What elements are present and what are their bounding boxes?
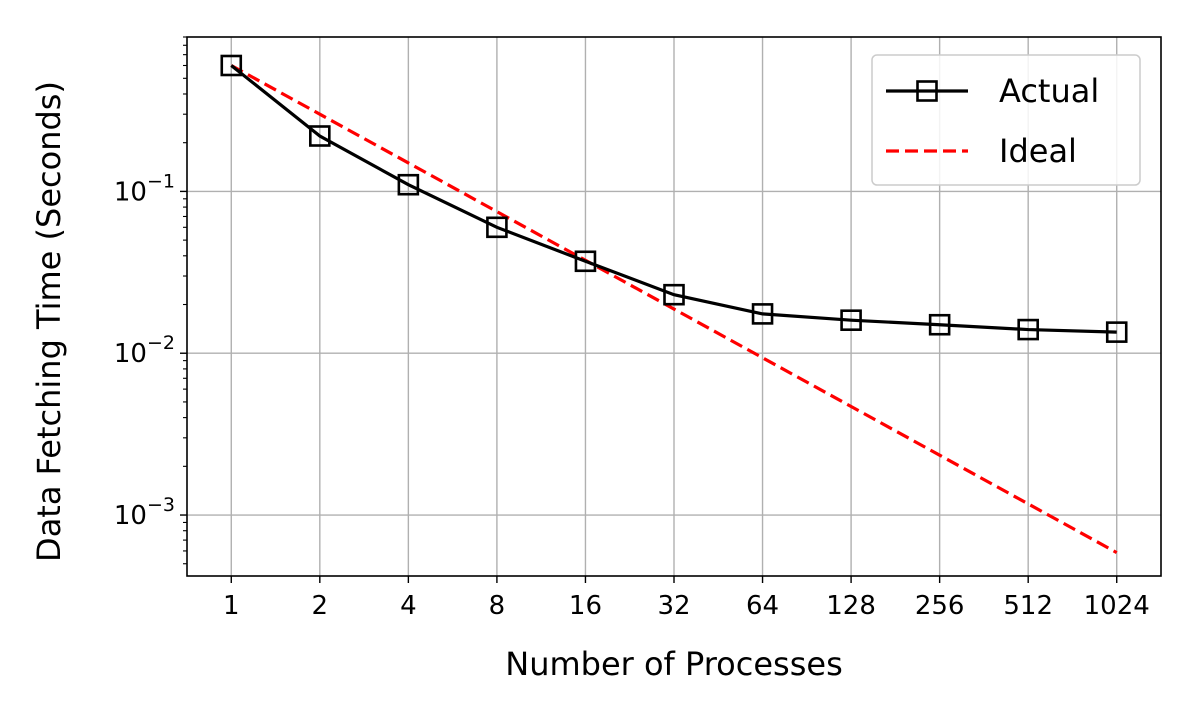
y-tick-exponent: −2 bbox=[147, 332, 175, 354]
series-actual-marker bbox=[486, 216, 508, 239]
series-actual-marker bbox=[397, 173, 420, 196]
y-tick-base: 10 bbox=[114, 339, 147, 369]
series-actual-marker bbox=[928, 313, 951, 336]
legend-box bbox=[871, 54, 1141, 186]
x-tick-label: 4 bbox=[400, 591, 417, 621]
series-actual-marker bbox=[840, 309, 862, 331]
series-actual-marker bbox=[751, 303, 774, 325]
x-tick-label: 1 bbox=[223, 591, 240, 621]
series-actual-marker bbox=[574, 250, 597, 273]
series-actual-line bbox=[230, 64, 1117, 334]
series-actual-marker bbox=[663, 283, 685, 306]
x-tick-label: 32 bbox=[657, 591, 690, 621]
x-tick-label: 512 bbox=[1003, 591, 1053, 621]
y-tick-label: 10−3 bbox=[114, 494, 175, 531]
x-tick-label: 8 bbox=[489, 591, 506, 621]
legend-ideal-label: Ideal bbox=[999, 132, 1077, 170]
x-tick-label: 128 bbox=[826, 591, 876, 621]
y-tick-exponent: −1 bbox=[147, 170, 175, 192]
x-tick-label: 256 bbox=[915, 591, 965, 621]
series-actual-marker bbox=[1017, 318, 1039, 341]
legend-actual-label: Actual bbox=[999, 72, 1099, 110]
plot-series bbox=[220, 54, 1128, 555]
x-tick-label: 64 bbox=[746, 591, 779, 621]
x-tick-label: 16 bbox=[569, 591, 602, 621]
legend: Actual Ideal bbox=[871, 54, 1141, 186]
x-axis-label: Number of Processes bbox=[505, 645, 842, 683]
x-tick-label: 2 bbox=[312, 591, 329, 621]
legend-actual-marker bbox=[916, 80, 938, 102]
y-axis-label: Data Fetching Time (Seconds) bbox=[30, 81, 68, 562]
series-actual-marker bbox=[220, 54, 243, 77]
y-tick-base: 10 bbox=[114, 501, 147, 531]
y-tick-base: 10 bbox=[114, 177, 147, 207]
x-axis: 1 2 4 8 16 32 64 128 256 512 1024 bbox=[223, 576, 1150, 621]
y-tick-exponent: −3 bbox=[147, 494, 175, 516]
y-tick-label: 10−1 bbox=[114, 170, 175, 207]
series-ideal-line bbox=[230, 64, 1118, 555]
y-axis: 10−110−210−3 bbox=[114, 36, 187, 565]
series-actual-marker bbox=[1105, 321, 1128, 343]
y-tick-label: 10−2 bbox=[114, 332, 175, 369]
x-tick-label: 1024 bbox=[1084, 591, 1150, 621]
series-actual-marker bbox=[309, 125, 331, 147]
